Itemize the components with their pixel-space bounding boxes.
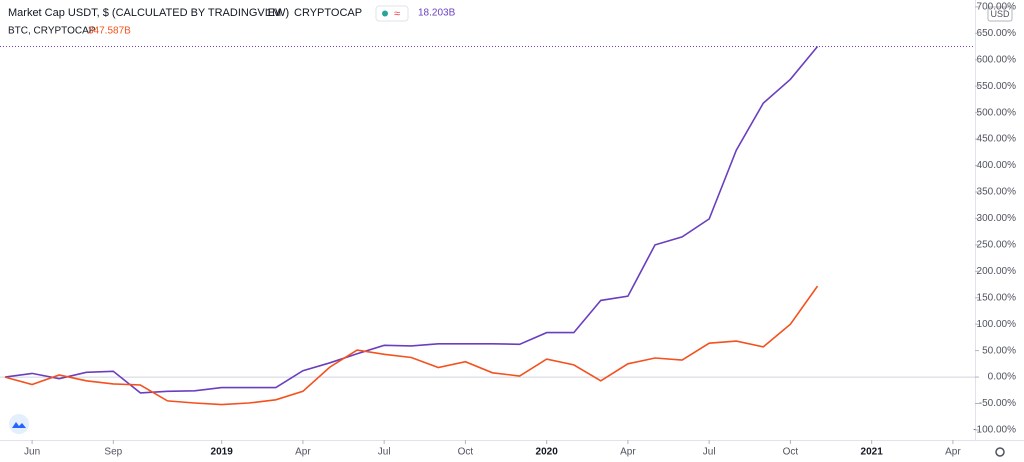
y-tick-label: 200.00% — [977, 266, 1017, 277]
x-tick-label: Apr — [945, 447, 961, 458]
y-tick-label: 350.00% — [977, 187, 1017, 198]
y-tick-label: 150.00% — [977, 292, 1017, 303]
y-tick-label: 650.00% — [977, 28, 1017, 39]
status-icon: ≈ — [394, 8, 400, 20]
series-line — [4, 285, 819, 406]
x-tick-label: Jul — [378, 447, 391, 458]
y-tick-label: -50.00% — [979, 398, 1016, 409]
x-tick-label: Sep — [104, 447, 122, 458]
y-tick-label: 700.00% — [977, 2, 1017, 13]
x-tick-label: Apr — [620, 447, 636, 458]
x-tick-label: 2020 — [536, 447, 559, 458]
settings-icon[interactable] — [995, 447, 1005, 457]
y-tick-label: 50.00% — [982, 345, 1016, 356]
legend-value: 347.587B — [88, 26, 131, 37]
x-tick-label: Oct — [458, 447, 474, 458]
x-tick-label: 2021 — [861, 447, 884, 458]
header-separator: · — [258, 7, 262, 19]
interval: 1M — [266, 7, 281, 19]
x-tick-label: Oct — [783, 447, 799, 458]
y-tick-label: 500.00% — [977, 107, 1017, 118]
y-tick-label: 550.00% — [977, 81, 1017, 92]
legend-entry: BTC, CRYPTOCAP — [8, 26, 96, 37]
y-tick-label: 600.00% — [977, 54, 1017, 65]
y-tick-label: 100.00% — [977, 319, 1017, 330]
x-tick-label: 2019 — [211, 447, 234, 458]
status-dot — [382, 10, 388, 17]
unit-box[interactable] — [987, 6, 1013, 22]
status-badge[interactable] — [375, 5, 409, 22]
x-tick-label: Jun — [24, 447, 40, 458]
source: CRYPTOCAP — [294, 7, 362, 19]
y-tick-label: 0.00% — [988, 372, 1016, 383]
header-separator: · — [286, 7, 290, 19]
x-tick-label: Jul — [703, 447, 716, 458]
y-tick-label: 450.00% — [977, 134, 1017, 145]
x-tick-label: Apr — [295, 447, 311, 458]
logo-icon — [12, 422, 26, 428]
y-tick-label: 250.00% — [977, 239, 1017, 250]
y-tick-label: 400.00% — [977, 160, 1017, 171]
logo[interactable] — [9, 414, 29, 434]
chart-title: Market Cap USDT, $ (CALCULATED BY TRADIN… — [8, 7, 289, 19]
y-tick-label: -100.00% — [973, 425, 1016, 436]
y-tick-label: 300.00% — [977, 213, 1017, 224]
legend-value: 18.203B — [418, 8, 456, 19]
series-line — [4, 45, 819, 394]
axis-unit: USD — [990, 9, 1010, 19]
